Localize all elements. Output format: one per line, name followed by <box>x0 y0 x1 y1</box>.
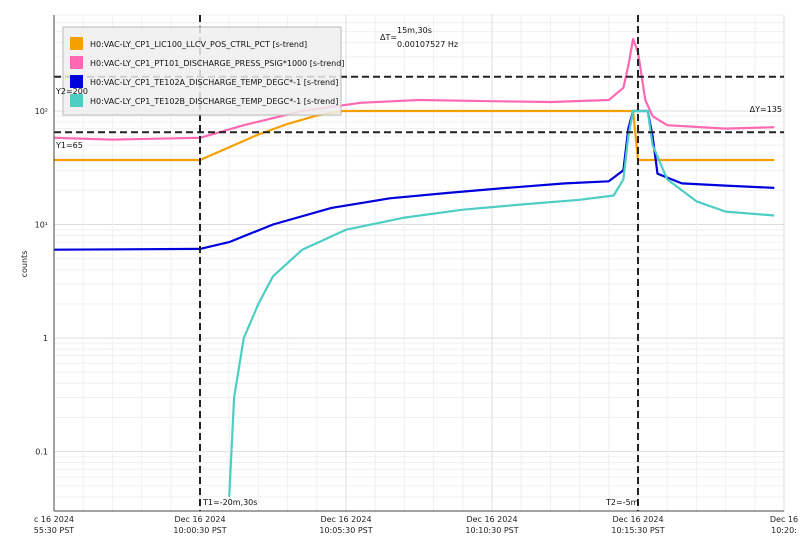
delta-t-value: 15m,30s <box>397 26 432 35</box>
x-tick-label-time: 55:30 PST <box>34 526 75 535</box>
series-line-lic100 <box>54 109 775 162</box>
x-tick-label-date: Dec 16 2024 <box>174 515 225 524</box>
legend-swatch-te102b <box>70 94 83 107</box>
x-tick-label-date: Dec 16 2024 <box>320 515 371 524</box>
y-tick-label: 1 <box>43 334 48 343</box>
x-tick-label-time: 10:05:30 PST <box>319 526 372 535</box>
x-tick-label-date: Dec 16 2024 <box>466 515 517 524</box>
legend-swatch-lic100 <box>70 37 83 50</box>
series-line-te102b <box>228 109 775 497</box>
legend-swatch-te102a <box>70 75 83 88</box>
delta-t-prefix: ΔT= <box>380 33 397 42</box>
legend-swatch-pt101 <box>70 56 83 69</box>
legend-box <box>62 26 342 116</box>
axes <box>53 15 784 512</box>
y1-cursor-label: Y1=65 <box>55 141 83 150</box>
series-layer <box>53 37 775 497</box>
y-tick-label: 0.1 <box>35 448 48 457</box>
t1-cursor-label: T1=-20m,30s <box>202 498 257 507</box>
y2-cursor-label: Y2=200 <box>55 87 88 96</box>
y-tick-labels: 0.1 1 10¹ 10² <box>35 107 48 457</box>
delta-y-label: ΔY=135 <box>750 105 782 114</box>
legend-label-pt101: H0:VAC-LY_CP1_PT101_DISCHARGE_PRESS_PSIG… <box>90 59 344 68</box>
legend-label-te102b: H0:VAC-LY_CP1_TE102B_DISCHARGE_TEMP_DEGC… <box>90 97 338 106</box>
series-line-pt101 <box>53 37 775 141</box>
t2-cursor-label: T2=-5m <box>605 498 639 507</box>
y-tick-label: 10¹ <box>35 221 48 230</box>
x-tick-label-date: c 16 2024 <box>34 515 74 524</box>
legend: H0:VAC-LY_CP1_LIC100_LLCV_POS_CTRL_PCT [… <box>62 26 344 116</box>
legend-label-te102a: H0:VAC-LY_CP1_TE102A_DISCHARGE_TEMP_DEGC… <box>90 78 338 87</box>
y-axis-label: counts <box>20 251 29 278</box>
x-tick-label-time: 10:20: <box>771 526 797 535</box>
x-tick-label-time: 10:00:30 PST <box>173 526 226 535</box>
x-tick-labels: c 16 2024 55:30 PST Dec 16 2024 10:00:30 PS… <box>34 515 798 535</box>
series-line-te102a <box>53 109 775 251</box>
delta-t-frequency: 0.00107527 Hz <box>397 40 458 49</box>
y-tick-label: 10² <box>35 107 48 116</box>
x-tick-label-time: 10:10:30 PST <box>465 526 518 535</box>
legend-label-lic100: H0:VAC-LY_CP1_LIC100_LLCV_POS_CTRL_PCT [… <box>90 40 307 49</box>
x-tick-label-time: 10:15:30 PST <box>611 526 664 535</box>
x-tick-label-date: Dec 16 2024 <box>612 515 663 524</box>
x-tick-label-date: Dec 16 <box>770 515 798 524</box>
